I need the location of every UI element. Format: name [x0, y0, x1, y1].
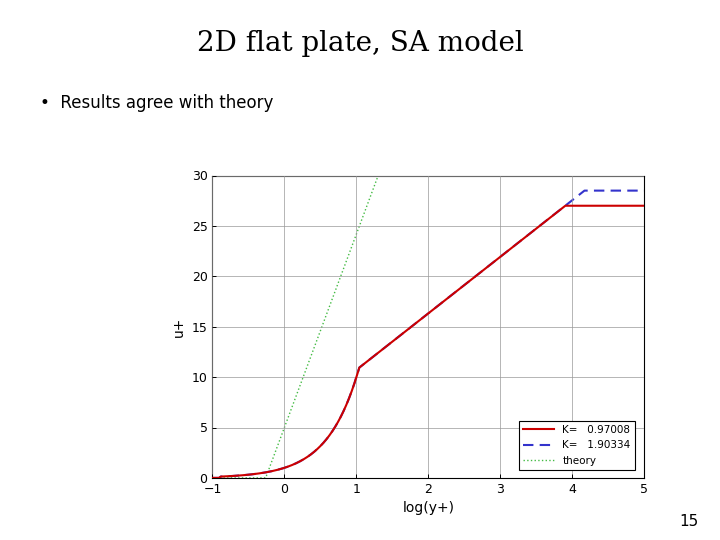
Text: 15: 15	[679, 514, 698, 529]
Text: 2D flat plate, SA model: 2D flat plate, SA model	[197, 30, 523, 57]
Legend: K=   0.97008, K=   1.90334, theory: K= 0.97008, K= 1.90334, theory	[518, 421, 635, 470]
Text: •  Results agree with theory: • Results agree with theory	[40, 94, 273, 112]
Y-axis label: u+: u+	[172, 316, 186, 337]
X-axis label: log(y+): log(y+)	[402, 501, 454, 515]
